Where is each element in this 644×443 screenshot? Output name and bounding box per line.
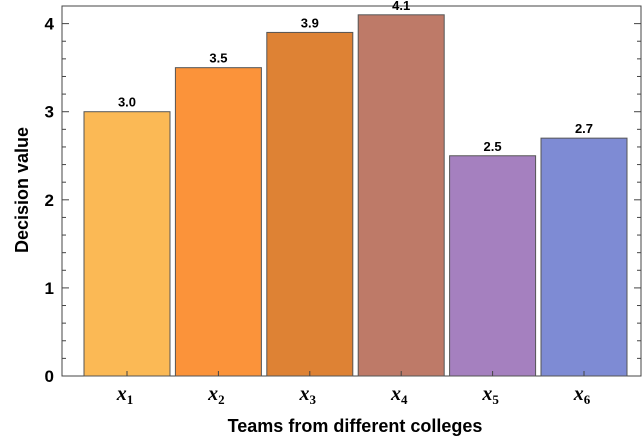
data-label: 2.5 (484, 139, 502, 154)
y-tick-label: 2 (45, 191, 54, 210)
x-tick-label: x1 (116, 383, 134, 407)
bar (175, 68, 261, 376)
bar (541, 138, 627, 376)
x-axis-title: Teams from different colleges (228, 416, 483, 436)
data-label: 3.5 (209, 51, 227, 66)
bar (358, 15, 444, 376)
y-tick-label: 1 (45, 279, 54, 298)
bar (450, 156, 536, 376)
x-tick-label: x6 (573, 383, 591, 407)
bars (84, 15, 627, 376)
y-tick-label: 3 (45, 103, 54, 122)
data-label: 3.0 (118, 95, 136, 110)
bar (267, 32, 353, 376)
bar (84, 112, 170, 376)
y-tick-label: 0 (45, 367, 54, 386)
data-label: 2.7 (575, 121, 593, 136)
x-tick-label: x2 (207, 383, 225, 407)
data-label: 3.9 (301, 15, 319, 30)
x-tick-label: x3 (299, 383, 317, 407)
x-tick-label: x4 (390, 383, 408, 407)
y-axis-title: Decision value (12, 127, 32, 253)
data-label: 4.1 (392, 0, 410, 13)
y-tick-label: 4 (45, 15, 55, 34)
x-tick-label: x5 (481, 383, 499, 407)
